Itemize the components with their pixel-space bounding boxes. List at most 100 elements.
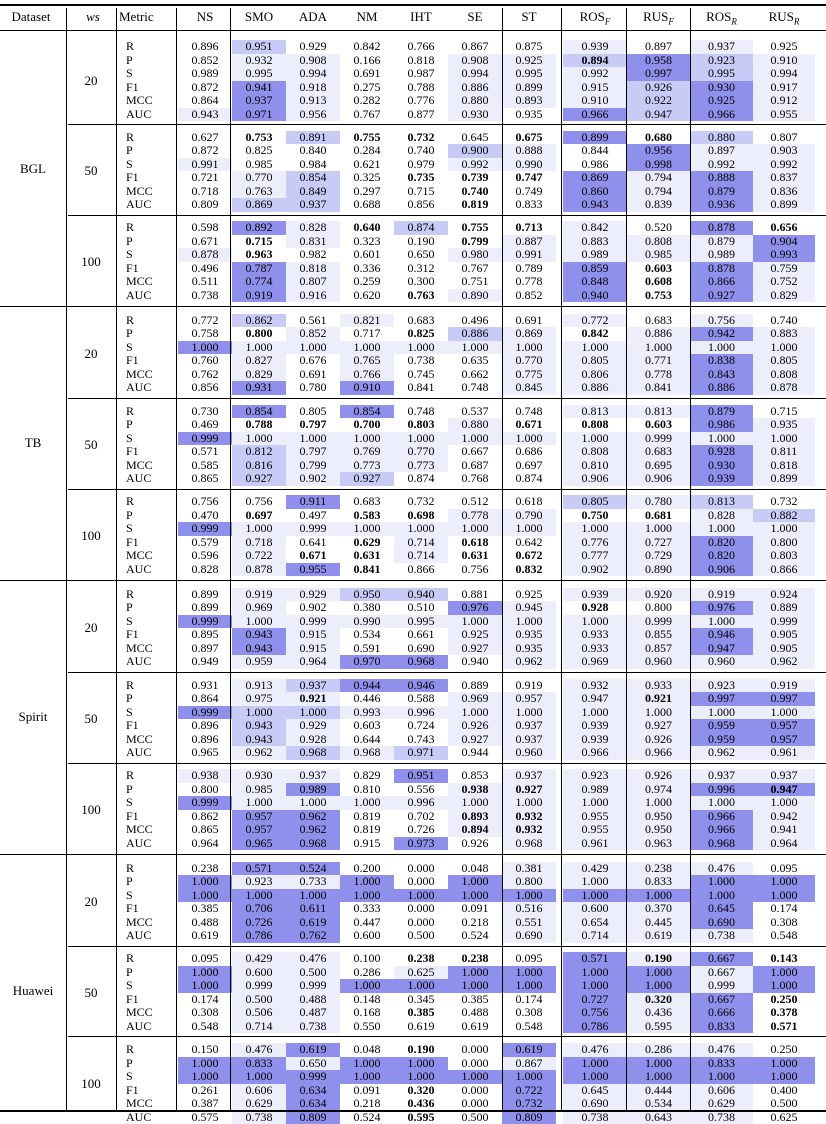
table-cell: 0.308 [191,1005,219,1020]
table-cell: 0.738 [407,353,435,368]
metric-label: AUC [126,287,152,302]
table-cell: 0.762 [286,929,340,943]
table-cell: 0.946 [394,678,448,692]
table-cell: 0.915 [286,641,340,656]
table-cell: 0.818 [407,52,435,67]
table-cell: 0.927 [340,472,394,486]
table-cell: 0.963 [627,836,690,851]
table-cell: 0.886 [690,381,753,395]
table-cell: 0.634 [286,1083,340,1098]
table-cell: 0.964 [191,835,219,850]
metric-label: P [126,52,133,67]
metric-label: R [126,586,135,601]
metric-label: F1 [126,991,139,1006]
table-cell: 0.748 [515,403,543,418]
table-cell: 0.769 [340,445,394,459]
metric-label: F1 [126,534,139,549]
table-cell: 1.000 [340,875,394,889]
table-cell: 0.849 [286,184,340,199]
table-cell: 0.516 [502,902,556,916]
table-cell: 1.000 [563,979,627,993]
table-cell: 0.999 [286,1070,340,1084]
table-cell: 0.805 [753,354,815,368]
metric-label: AUC [126,380,152,395]
table-cell: 0.218 [461,914,489,929]
table-cell: 0.640 [353,220,381,235]
table-cell: 0.999 [286,522,340,536]
header-col-iht: IHT [394,6,448,28]
table-cell: 0.808 [581,417,609,432]
table-cell: 0.845 [502,381,556,395]
table-cell: 0.927 [502,782,556,797]
table-cell: 0.869 [563,171,627,185]
table-cell: 0.619 [461,1018,489,1033]
table-cell: 0.789 [515,260,543,275]
table-cell: 1.000 [690,431,753,446]
table-cell: 0.883 [753,327,815,341]
table-cell: 0.807 [770,129,798,144]
table-cell: 0.598 [191,220,219,235]
table-cell: 0.787 [232,261,286,276]
table-cell: 0.297 [353,183,381,198]
metric-label: AUC [126,106,152,121]
group-rule [68,488,826,490]
header-col-se: SE [448,6,502,28]
table-cell: 0.813 [627,404,690,419]
table-cell: 0.841 [353,561,381,576]
table-cell: 0.715 [245,233,273,248]
table-cell: 0.381 [502,861,556,876]
metric-label: MCC [126,1005,153,1020]
table-cell: 0.520 [645,220,672,235]
table-cell: 0.911 [286,495,340,509]
table-cell: 0.955 [286,562,340,577]
table-cell: 1.000 [340,1056,394,1071]
table-cell: 0.926 [448,718,502,733]
table-cell: 0.878 [753,381,815,395]
metric-label: F1 [126,170,139,185]
table-cell: 0.500 [461,1109,489,1124]
table-cell: 0.323 [353,233,381,248]
table-cell: 1.000 [232,888,286,903]
table-cell: 0.951 [232,39,286,54]
table-cell: 0.832 [515,561,543,576]
table-cell: 0.881 [461,586,489,601]
table-cell: 1.000 [232,796,286,810]
metric-label: F1 [126,353,139,368]
metric-label: F1 [126,444,139,459]
table-cell: 0.445 [627,915,690,930]
header-col-label: ROS [706,9,732,24]
table-cell: 0.888 [502,144,556,158]
table-cell: 1.000 [178,965,232,980]
table-cell: 0.500 [407,928,435,943]
table-cell: 0.906 [690,562,753,577]
table-cell: 1.000 [753,1070,815,1084]
metric-label: R [126,403,135,418]
table-cell: 0.666 [690,1006,753,1020]
table-cell: 0.336 [353,260,381,275]
table-cell: 0.174 [770,901,798,916]
table-cell: 0.908 [448,53,502,67]
table-cell: 0.955 [753,107,815,121]
table-cell: 0.985 [627,248,690,262]
table-cell: 0.836 [753,184,815,199]
table-cell: 0.511 [191,274,219,289]
table-cell: 0.676 [299,353,327,368]
table-cell: 0.925 [690,93,753,108]
table-cell: 0.619 [286,915,340,930]
table-cell: 0.882 [753,508,815,523]
metric-label: S [126,1069,133,1084]
table-cell: 0.923 [690,678,753,692]
table-cell: 0.645 [563,1083,627,1098]
table-cell: 0.996 [690,782,753,797]
table-cell: 1.000 [232,614,286,629]
metric-label: R [126,494,135,509]
header-col-rus-f: RUSF [627,6,690,28]
table-cell: 0.897 [191,640,219,655]
table-cell: 0.765 [340,354,394,368]
table-cell: 0.943 [232,628,286,642]
table-cell: 0.974 [627,782,690,797]
table-cell: 0.928 [690,445,753,459]
table-cell: 0.899 [753,472,815,486]
table-cell: 0.927 [448,641,502,656]
header-col-rus-r: RUSR [753,6,815,28]
